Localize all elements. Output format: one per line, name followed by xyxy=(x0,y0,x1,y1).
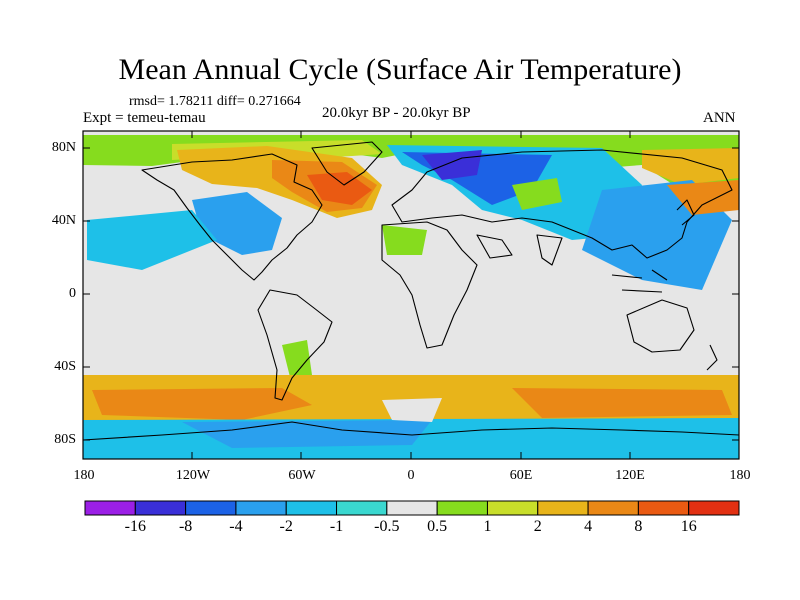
field-indian-ocean-orange xyxy=(512,388,732,418)
colorbar-label: 2 xyxy=(533,518,542,535)
colorbar-label: -2 xyxy=(279,518,293,535)
field-antarctic-blue xyxy=(182,420,432,448)
temperature-map xyxy=(82,130,740,460)
colorbar-box xyxy=(537,500,589,516)
map-title: Mean Annual Cycle (Surface Air Temperatu… xyxy=(118,53,682,86)
coastline-indonesia xyxy=(611,269,668,293)
colorbar-box xyxy=(84,500,136,516)
colorbar-label: -8 xyxy=(178,518,193,535)
colorbar-label: -16 xyxy=(124,518,146,535)
season-label: ANN xyxy=(703,110,736,126)
colorbar-box xyxy=(386,500,438,516)
experiment-label: Expt = temeu-temau xyxy=(83,110,206,126)
lat-label: 80N xyxy=(51,140,76,155)
lon-label: 120W xyxy=(175,468,211,483)
colorbar-label: -1 xyxy=(329,518,344,535)
field-central-asia-green xyxy=(512,178,562,210)
coastline-new-zealand xyxy=(706,344,718,371)
lat-label: 40N xyxy=(51,213,76,228)
field-pacific-cyan xyxy=(87,210,217,270)
colorbar-label: -4 xyxy=(229,518,243,535)
field-south-america-green xyxy=(282,340,312,385)
colorbar-label: 8 xyxy=(634,518,643,535)
rmsd-diff-text: rmsd= 1.78211 diff= 0.271664 xyxy=(129,94,301,109)
colorbar-box xyxy=(134,500,187,516)
colorbar-label: 1 xyxy=(483,518,492,535)
coastline-eurasia xyxy=(391,149,733,259)
colorbar-box xyxy=(336,500,388,516)
colorbar-box xyxy=(285,500,338,516)
lat-label: 40S xyxy=(54,359,76,374)
coastline-arabia xyxy=(476,234,513,259)
lon-label: 0 xyxy=(407,468,415,483)
coastlines xyxy=(82,141,740,441)
coastline-australia xyxy=(626,299,695,353)
coastline-antarctica xyxy=(82,421,740,441)
colorbar-label: 0.5 xyxy=(427,518,448,535)
colorbar-box xyxy=(688,500,740,516)
anomaly-fields xyxy=(83,135,739,459)
coastline-india xyxy=(536,234,563,266)
coastline-japan xyxy=(676,199,695,226)
coastline-africa xyxy=(381,221,478,349)
colorbar-box xyxy=(235,500,287,516)
field-north-africa-green xyxy=(382,225,427,255)
colorbar-box xyxy=(587,500,639,516)
field-southern-ocean-orange xyxy=(92,388,312,420)
colorbar-box xyxy=(486,500,539,516)
colorbar-label: 16 xyxy=(680,518,697,535)
lon-label: 180 xyxy=(73,468,95,483)
lon-label: 120E xyxy=(615,468,645,483)
lat-label: 0 xyxy=(69,286,76,301)
colorbar-box xyxy=(436,500,488,516)
lon-label: 60E xyxy=(509,468,533,483)
lon-label: 60W xyxy=(288,468,316,483)
coastline-north-america xyxy=(141,153,323,281)
tick-marks xyxy=(83,131,739,459)
lat-label: 80S xyxy=(54,432,76,447)
field-atlantic-red xyxy=(307,172,372,205)
colorbar xyxy=(84,500,740,516)
lon-label: 180 xyxy=(729,468,751,483)
coastline-greenland xyxy=(311,141,383,186)
field-siberia-yellow xyxy=(642,148,739,185)
field-antarctic-gap xyxy=(382,398,442,422)
field-japan-orange xyxy=(667,180,739,215)
colorbar-label: -0.5 xyxy=(374,518,400,535)
colorbar-box xyxy=(637,500,690,516)
colorbar-label: 4 xyxy=(584,518,593,535)
colorbar-box xyxy=(185,500,237,516)
coastline-south-america xyxy=(257,289,333,401)
period-label: 20.0kyr BP - 20.0kyr BP xyxy=(322,105,471,121)
